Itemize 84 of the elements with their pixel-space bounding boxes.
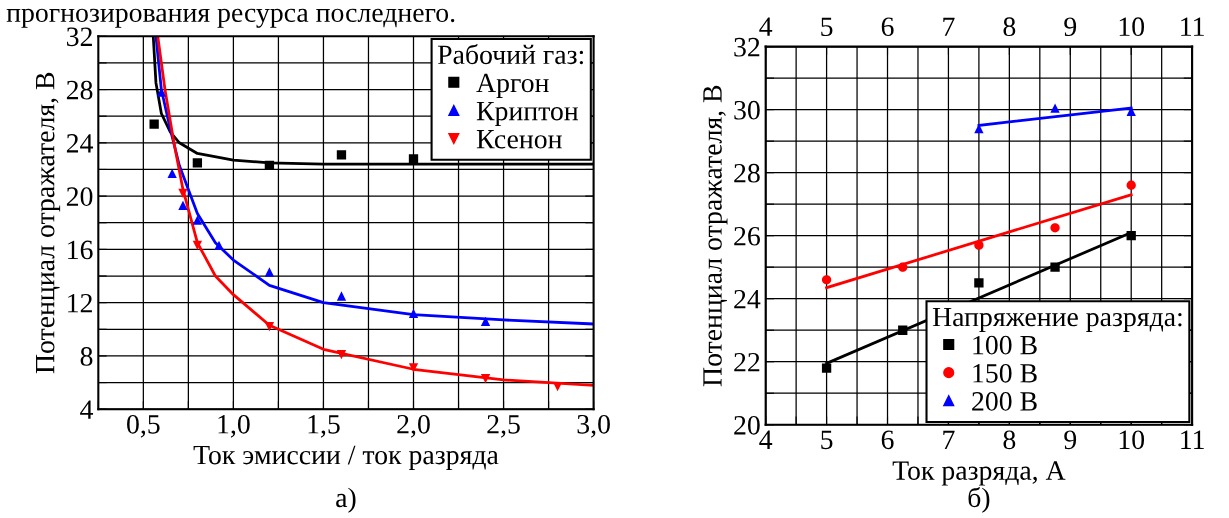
y-tick-label: 22	[734, 352, 760, 372]
x-tick-label: 0,5	[127, 414, 160, 438]
legend-label: Криптон	[476, 101, 579, 127]
x-tick-label: 10	[1119, 430, 1145, 450]
x2-tick-label: 9	[1064, 17, 1077, 37]
x2-tick-label: 8	[1003, 17, 1016, 37]
point	[149, 119, 159, 129]
point	[1126, 231, 1136, 241]
x2-tick-label: 10	[1119, 17, 1145, 37]
point	[480, 316, 491, 326]
x-tick-label: 2,0	[397, 414, 430, 438]
x-tick-label: 11	[1181, 430, 1204, 449]
point	[214, 240, 224, 251]
point	[336, 291, 347, 301]
point	[192, 158, 203, 168]
text: б)	[968, 487, 990, 513]
legend-label: Аргон	[476, 73, 549, 98]
x-tick-label: 3,0	[577, 414, 610, 438]
point	[178, 200, 188, 211]
y-axis-title: Потенциал отражателя, В	[703, 85, 728, 387]
legend-label: 100 В	[973, 335, 1037, 355]
x-tick-label: 1,0	[218, 414, 250, 438]
x-axis-title: Ток разряда, А	[892, 461, 1066, 486]
y-tick-label: 24	[66, 134, 94, 153]
y-tick-label: 32	[734, 37, 760, 57]
y-tick-label: 8	[80, 347, 93, 366]
legend-title: Напряжение разряда:	[932, 307, 1182, 333]
y-tick-label: 4	[80, 400, 94, 419]
point	[167, 168, 177, 179]
legend-label: 150 В	[973, 363, 1037, 383]
point	[192, 240, 203, 251]
y-tick-label: 28	[734, 163, 760, 183]
y-tick-label: 32	[67, 27, 92, 47]
legend-label: Ксенон	[476, 130, 562, 149]
y-tick-label: 28	[66, 80, 93, 100]
point	[898, 262, 908, 272]
line-series	[156, 36, 594, 387]
point	[264, 267, 275, 277]
x2-tick-label: 6	[881, 17, 894, 37]
point	[408, 308, 419, 318]
legend-title: Рабочий газ:	[437, 43, 584, 65]
point	[1050, 103, 1060, 113]
line-series	[154, 36, 594, 326]
point	[898, 325, 908, 335]
point	[408, 363, 419, 373]
y-tick-label: 24	[734, 289, 761, 309]
x-tick-label: 5	[821, 430, 833, 450]
legend-label: 200 В	[972, 392, 1037, 411]
y-tick-label: 20	[734, 415, 760, 435]
y-tick-label: 12	[68, 293, 92, 313]
y-tick-label: 16	[68, 240, 93, 260]
point	[264, 321, 275, 332]
point	[1050, 262, 1060, 272]
x-tick-label: 9	[1064, 430, 1077, 450]
x-tick-label: 2,5	[487, 414, 520, 438]
y-tick-label: 30	[734, 100, 760, 120]
point	[821, 363, 832, 373]
point	[1126, 106, 1136, 116]
x-tick-label: 8	[1003, 430, 1016, 450]
point	[1050, 223, 1060, 233]
x-tick-label: 4	[759, 430, 773, 449]
point	[336, 349, 347, 360]
x-tick-label: 7	[943, 430, 955, 449]
x2-tick-label: 7	[943, 17, 955, 36]
y-tick-label: 20	[66, 187, 93, 207]
x2-tick-label: 5	[821, 17, 833, 37]
point	[408, 154, 419, 164]
y-tick-label: 26	[734, 226, 760, 246]
x-tick-label: 1,5	[308, 415, 340, 438]
x-tick-label: 6	[881, 430, 894, 450]
point	[192, 215, 203, 225]
x-axis-title: Ток эмиссии / ток разряда	[193, 445, 499, 471]
point	[821, 275, 832, 285]
x2-tick-label: 11	[1181, 17, 1204, 36]
text: а)	[336, 487, 356, 513]
point	[974, 278, 984, 288]
point	[480, 373, 491, 384]
point	[336, 150, 347, 160]
x2-tick-label: 4	[759, 17, 773, 36]
text: прогнозирования ресурса последнего.	[6, 8, 455, 28]
point	[974, 240, 984, 250]
point	[1126, 180, 1136, 190]
point	[178, 188, 188, 199]
y-axis-title: Потенциал отражателя, В	[36, 72, 61, 374]
